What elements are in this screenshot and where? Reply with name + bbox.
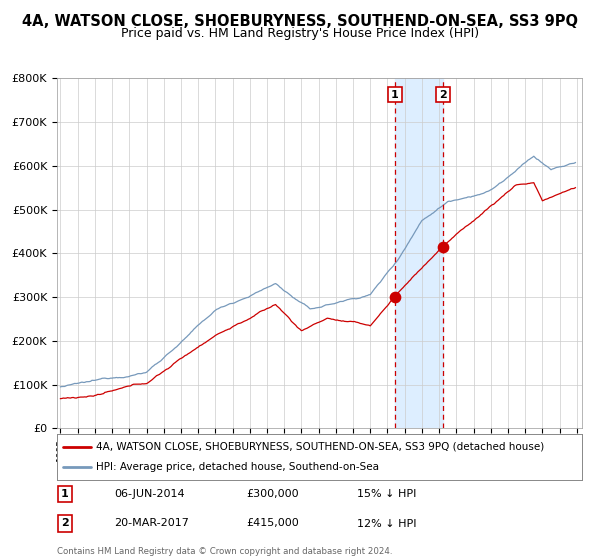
Text: 06-JUN-2014: 06-JUN-2014: [114, 489, 185, 500]
Text: 2: 2: [61, 519, 68, 529]
Text: 1: 1: [61, 489, 68, 500]
Text: 1: 1: [391, 90, 399, 100]
Text: Contains HM Land Registry data © Crown copyright and database right 2024.: Contains HM Land Registry data © Crown c…: [57, 547, 392, 556]
Text: £415,000: £415,000: [246, 519, 299, 529]
Text: 2: 2: [439, 90, 447, 100]
Text: Price paid vs. HM Land Registry's House Price Index (HPI): Price paid vs. HM Land Registry's House …: [121, 27, 479, 40]
Text: 20-MAR-2017: 20-MAR-2017: [114, 519, 189, 529]
Text: 4A, WATSON CLOSE, SHOEBURYNESS, SOUTHEND-ON-SEA, SS3 9PQ (detached house): 4A, WATSON CLOSE, SHOEBURYNESS, SOUTHEND…: [97, 442, 545, 452]
Text: HPI: Average price, detached house, Southend-on-Sea: HPI: Average price, detached house, Sout…: [97, 462, 379, 472]
Point: [390, 293, 400, 302]
Text: 12% ↓ HPI: 12% ↓ HPI: [357, 519, 416, 529]
Text: £300,000: £300,000: [246, 489, 299, 500]
Text: 4A, WATSON CLOSE, SHOEBURYNESS, SOUTHEND-ON-SEA, SS3 9PQ: 4A, WATSON CLOSE, SHOEBURYNESS, SOUTHEND…: [22, 14, 578, 29]
Bar: [395, 78, 443, 428]
Point: [438, 242, 448, 251]
Text: 15% ↓ HPI: 15% ↓ HPI: [357, 489, 416, 500]
